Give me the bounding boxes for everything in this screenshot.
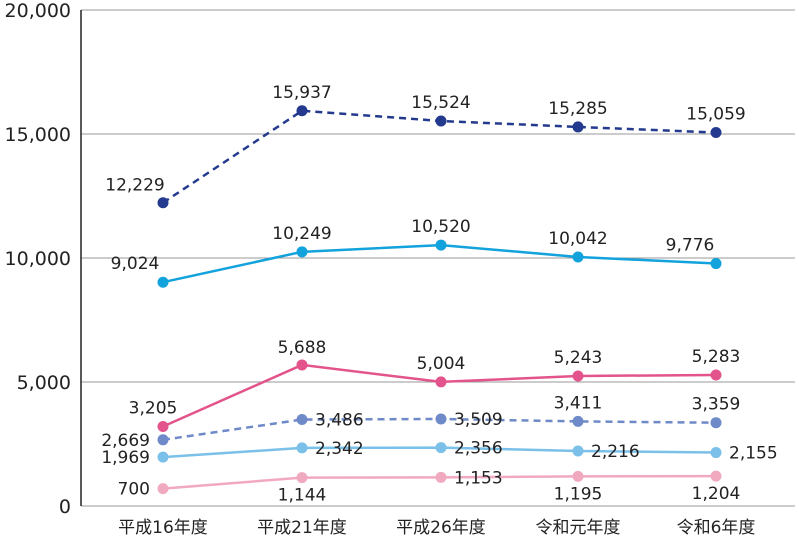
data-point <box>157 197 169 209</box>
data-label: 3,205 <box>129 399 178 419</box>
x-tick-label: 平成21年度 <box>257 518 347 538</box>
data-label: 2,342 <box>315 439 364 459</box>
data-label: 10,249 <box>272 224 331 244</box>
data-point <box>710 470 722 482</box>
data-label: 2,155 <box>729 444 778 464</box>
y-tick-label: 15,000 <box>5 124 71 146</box>
data-label: 3,509 <box>454 410 503 430</box>
series-line <box>162 243 717 284</box>
x-tick-label: 令和6年度 <box>677 518 756 538</box>
data-label: 2,356 <box>454 439 503 459</box>
data-point <box>572 415 584 427</box>
series-lines <box>157 105 722 495</box>
data-label: 2,216 <box>591 442 640 462</box>
data-label: 2,669 <box>101 431 150 451</box>
x-tick-label: 令和元年度 <box>536 518 621 538</box>
data-label: 1,195 <box>554 484 603 504</box>
data-label: 15,524 <box>411 93 470 113</box>
data-point <box>710 258 722 270</box>
data-point <box>435 413 447 425</box>
data-point <box>572 445 584 457</box>
data-label: 700 <box>118 480 150 500</box>
data-label: 10,520 <box>411 217 470 237</box>
data-point <box>572 121 584 133</box>
y-axis-ticks: 0 5,000 10,000 15,000 20,000 <box>5 0 71 518</box>
y-tick-label: 20,000 <box>5 0 71 22</box>
data-point <box>435 376 447 388</box>
data-point <box>157 451 169 463</box>
x-tick-label: 平成26年度 <box>396 518 486 538</box>
data-point <box>157 421 169 433</box>
y-tick-label: 0 <box>59 496 71 518</box>
data-label: 1,153 <box>454 468 503 488</box>
gridlines <box>81 9 795 507</box>
data-point <box>296 246 308 258</box>
x-axis-labels: 平成16年度 平成21年度 平成26年度 令和元年度 令和6年度 <box>118 518 755 538</box>
data-point <box>572 251 584 263</box>
y-tick-label: 10,000 <box>5 248 71 270</box>
data-label: 5,004 <box>417 354 466 374</box>
data-point <box>435 442 447 454</box>
data-point <box>710 127 722 139</box>
data-label: 5,283 <box>692 347 741 367</box>
data-point <box>572 470 584 482</box>
data-label: 5,243 <box>554 348 603 368</box>
data-label: 10,042 <box>548 229 607 249</box>
data-label: 15,937 <box>272 83 331 103</box>
data-labels: 12,229 15,937 15,524 15,285 15,059 9,024 10,24… <box>101 83 777 506</box>
data-point <box>710 369 722 381</box>
data-label: 9,776 <box>666 236 715 256</box>
data-point <box>296 105 308 117</box>
data-label: 3,486 <box>315 411 364 431</box>
data-point <box>296 472 308 484</box>
data-label: 1,969 <box>101 448 150 468</box>
data-label: 1,144 <box>278 486 327 506</box>
x-tick-label: 平成16年度 <box>118 518 208 538</box>
data-label: 12,229 <box>105 176 164 196</box>
data-label: 15,285 <box>548 99 607 119</box>
data-point <box>296 359 308 371</box>
data-point <box>435 239 447 251</box>
data-point <box>296 414 308 426</box>
data-label: 3,411 <box>554 393 603 413</box>
data-point <box>710 447 722 459</box>
data-point <box>157 483 169 495</box>
data-label: 3,359 <box>692 395 741 415</box>
data-point <box>572 370 584 382</box>
data-point <box>157 276 169 288</box>
data-point <box>435 471 447 483</box>
data-label: 1,204 <box>692 484 741 504</box>
data-point <box>435 115 447 127</box>
data-point <box>710 417 722 429</box>
data-label: 15,059 <box>686 105 745 125</box>
data-label: 9,024 <box>111 254 160 274</box>
data-label: 5,688 <box>278 338 327 358</box>
data-point <box>157 434 169 446</box>
data-point <box>296 442 308 454</box>
y-tick-label: 5,000 <box>17 372 71 394</box>
